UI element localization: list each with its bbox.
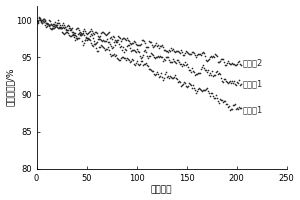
Text: 实施兣1: 实施兣1	[243, 79, 263, 88]
Text: 实施兣2: 实施兣2	[243, 58, 263, 67]
X-axis label: 循环次数: 循环次数	[151, 185, 172, 194]
Y-axis label: 容量保持率/%: 容量保持率/%	[6, 68, 15, 106]
Text: 对比兣1: 对比兣1	[243, 105, 263, 114]
